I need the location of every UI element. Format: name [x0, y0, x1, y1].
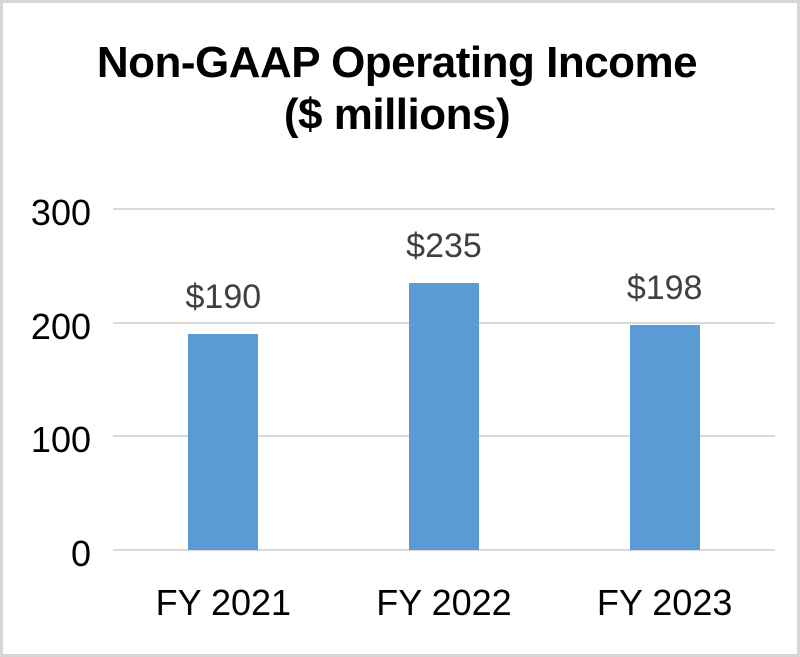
- data-label-fy-2021: $190: [185, 277, 262, 316]
- chart-title-line2: ($ millions): [283, 90, 511, 139]
- x-category-label-fy-2023: FY 2023: [596, 582, 733, 623]
- x-category-label-fy-2021: FY 2021: [155, 582, 292, 623]
- plot-area: $190 $235 $198: [113, 208, 775, 551]
- gridline-300: [113, 208, 775, 210]
- data-label-fy-2022: $235: [406, 226, 482, 265]
- y-axis: 0 100 200 300: [3, 3, 91, 654]
- bar-fy-2022: [409, 282, 479, 550]
- chart-title-line1: Non-GAAP Operating Income: [96, 38, 698, 87]
- chart-title: Non-GAAP Operating Income ($ millions): [3, 37, 791, 141]
- y-tick-label-300: 300: [30, 192, 91, 233]
- gridline-0: [113, 549, 775, 551]
- bar-fy-2023: [629, 324, 700, 550]
- data-label-fy-2023: $198: [626, 268, 703, 307]
- x-category-label-fy-2022: FY 2022: [376, 582, 512, 623]
- bar-fy-2021: [188, 334, 259, 550]
- y-tick-label-0: 0: [70, 533, 91, 574]
- y-tick-label-100: 100: [30, 419, 91, 461]
- x-axis: FY 2021 FY 2022 FY 2023: [113, 579, 775, 625]
- y-tick-label-200: 200: [30, 305, 91, 347]
